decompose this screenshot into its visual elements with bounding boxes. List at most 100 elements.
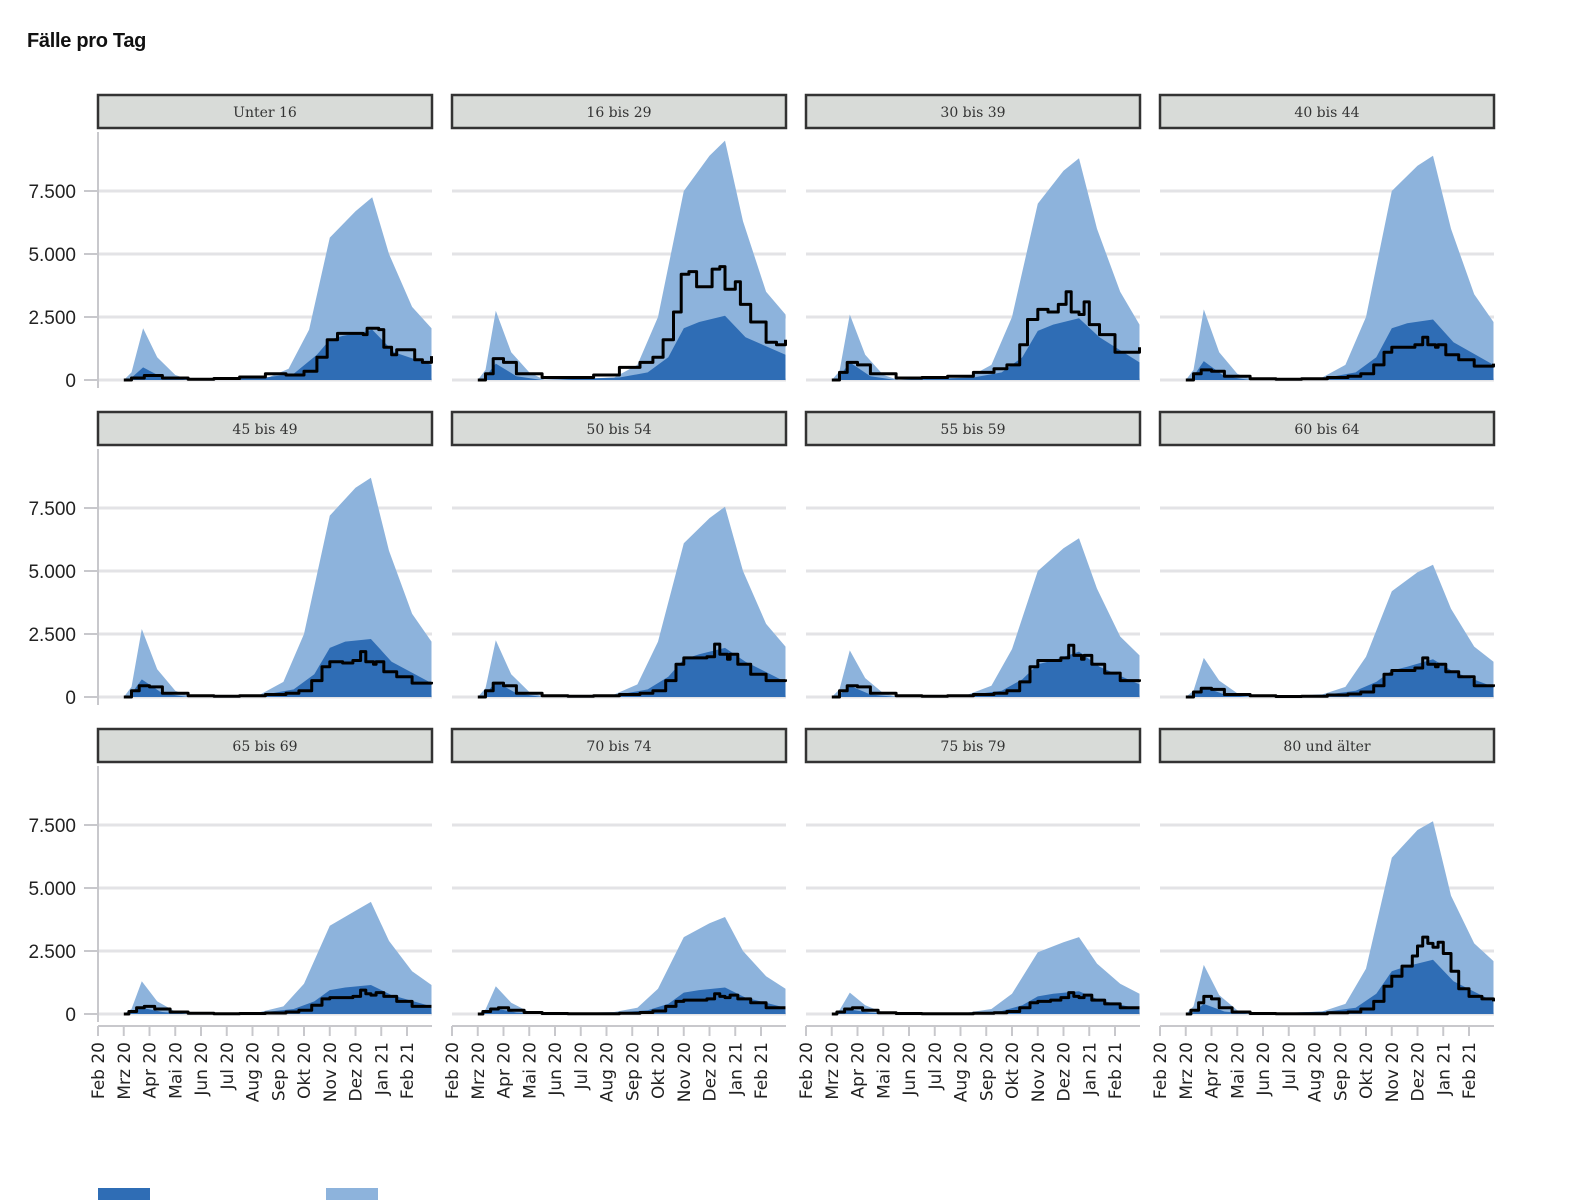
x-tick-label: Feb 20 [797, 1042, 817, 1099]
panel-strip-label: 65 bis 69 [232, 739, 297, 755]
x-tick-label: Nov 20 [321, 1042, 341, 1102]
panel-strip-label: 50 bis 54 [586, 422, 651, 438]
panel: Unter 16 0 2.500 5.000 7.500 [28, 93, 434, 392]
line-reported-cases [831, 991, 1140, 1016]
legend-swatch-reported [98, 1188, 150, 1200]
x-tick-label: Jan 21 [372, 1042, 392, 1096]
panel-strip [1158, 410, 1496, 447]
panel-strip [450, 93, 788, 130]
legend-swatch-estimated [326, 1188, 378, 1200]
chart-title: Fälle pro Tag [27, 30, 147, 52]
x-tick-label: Sep 20 [1331, 1042, 1351, 1101]
x-tick-label: Dez 20 [1409, 1042, 1429, 1102]
x-tick-label: Apr 20 [141, 1042, 161, 1098]
panel-strip [1158, 727, 1496, 764]
panel-strip-label: 75 bis 79 [940, 739, 1005, 755]
area-reported [128, 985, 432, 1014]
panel: 45 bis 49 0 2.500 5.000 7.500 [28, 410, 434, 709]
x-tick-label: Apr 20 [495, 1042, 515, 1098]
line-reported-cases [123, 326, 433, 382]
x-tick-label: Jul 20 [1280, 1042, 1300, 1091]
panel: 50 bis 54 [450, 410, 788, 699]
x-tick-label: Sep 20 [623, 1042, 643, 1101]
x-tick-label: Jun 20 [1254, 1042, 1274, 1097]
line-reported-cases [477, 265, 787, 382]
x-tick-label: Okt 20 [295, 1042, 315, 1099]
panel-strip [804, 93, 1142, 130]
x-tick-label: Okt 20 [649, 1042, 669, 1099]
y-tick-label: 7.500 [28, 816, 76, 837]
area-reported [1190, 319, 1494, 380]
x-tick-label: Feb 20 [1151, 1042, 1171, 1099]
line-reported-cases [123, 650, 433, 699]
x-tick-label: Nov 20 [1383, 1042, 1403, 1102]
area-reported [482, 647, 786, 697]
area-estimated [1185, 564, 1494, 697]
panel-strip [450, 410, 788, 447]
x-tick-label: Feb 21 [1460, 1042, 1480, 1099]
x-tick-label: Sep 20 [977, 1042, 997, 1101]
line-reported-cases [831, 643, 1141, 699]
line-reported-cases [123, 988, 432, 1016]
panel-strip [96, 727, 434, 764]
x-tick-label: Mrz 20 [1177, 1042, 1197, 1100]
panel-strip-label: 45 bis 49 [232, 422, 297, 438]
panel: 80 und älter Feb 20 Mrz 20 Apr 20 Mai 20 Jun … [1151, 727, 1496, 1102]
area-reported [128, 639, 432, 697]
panel-strip-label: 80 und älter [1283, 739, 1370, 755]
panel: 16 bis 29 [450, 93, 788, 382]
panel: 65 bis 69 0 2.500 5.000 7.500 Feb 20 Mrz 20 Apr… [28, 727, 434, 1102]
panel-strip-label: 60 bis 64 [1294, 422, 1359, 438]
x-tick-label: Jun 20 [546, 1042, 566, 1097]
y-tick-label: 5.000 [28, 879, 76, 900]
y-tick-label: 2.500 [28, 308, 76, 329]
x-tick-label: Okt 20 [1003, 1042, 1023, 1099]
x-tick-label: Jun 20 [900, 1042, 920, 1097]
x-tick-label: Jul 20 [572, 1042, 592, 1091]
y-tick-label: 7.500 [28, 499, 76, 520]
x-tick-label: Dez 20 [1055, 1042, 1075, 1102]
line-reported-cases [477, 642, 787, 699]
panel-strip-label: 30 bis 39 [940, 105, 1005, 121]
x-tick-label: Aug 20 [1306, 1042, 1326, 1102]
x-tick-label: Jun 20 [192, 1042, 212, 1097]
x-tick-label: Mai 20 [520, 1042, 540, 1099]
line-reported-cases [1185, 935, 1495, 1016]
x-tick-label: Jul 20 [218, 1042, 238, 1091]
panel: 60 bis 64 [1158, 410, 1496, 699]
area-reported [836, 651, 1140, 697]
panel-strip-label: 40 bis 44 [1294, 105, 1359, 121]
line-reported-cases [831, 290, 1141, 382]
y-tick-label: 2.500 [28, 625, 76, 646]
x-tick-label: Apr 20 [849, 1042, 869, 1098]
area-reported [1190, 959, 1494, 1014]
x-tick-label: Mai 20 [1228, 1042, 1248, 1099]
x-tick-label: Dez 20 [347, 1042, 367, 1102]
x-tick-label: Jan 21 [726, 1042, 746, 1096]
x-tick-label: Okt 20 [1357, 1042, 1377, 1099]
area-reported [128, 329, 432, 380]
panel: 70 bis 74 Feb 20 Mrz 20 Apr 20 Mai 20 Jun 20 J… [443, 727, 788, 1102]
y-tick-label: 7.500 [28, 182, 76, 203]
x-tick-label: Feb 20 [89, 1042, 109, 1099]
line-reported-cases [477, 992, 786, 1016]
x-tick-label: Mai 20 [166, 1042, 186, 1099]
x-tick-label: Feb 21 [398, 1042, 418, 1099]
x-tick-label: Mrz 20 [469, 1042, 489, 1100]
line-reported-cases [1185, 335, 1495, 382]
panel: 75 bis 79 Feb 20 Mrz 20 Apr 20 Mai 20 Jun 20 J… [797, 727, 1142, 1102]
panel: 55 bis 59 [804, 410, 1142, 699]
y-tick-label: 2.500 [28, 942, 76, 963]
x-tick-label: Dez 20 [701, 1042, 721, 1102]
y-tick-label: 5.000 [28, 562, 76, 583]
panel-strip [450, 727, 788, 764]
x-tick-label: Aug 20 [598, 1042, 618, 1102]
panel-strip [96, 93, 434, 130]
panel-strip [96, 410, 434, 447]
panel-strip-label: 16 bis 29 [586, 105, 651, 121]
x-tick-label: Feb 21 [1106, 1042, 1126, 1099]
area-reported [482, 987, 786, 1014]
y-tick-label: 0 [65, 371, 76, 392]
x-tick-label: Jul 20 [926, 1042, 946, 1091]
